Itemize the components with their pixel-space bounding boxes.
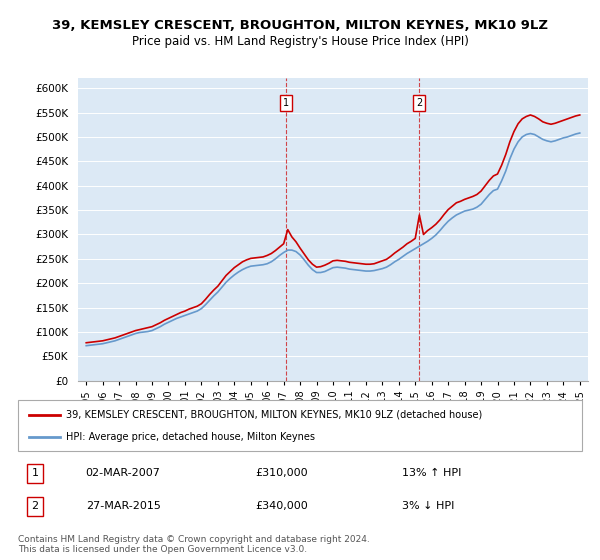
- Text: 13% ↑ HPI: 13% ↑ HPI: [401, 468, 461, 478]
- FancyBboxPatch shape: [18, 400, 582, 451]
- Text: £310,000: £310,000: [255, 468, 308, 478]
- Text: 39, KEMSLEY CRESCENT, BROUGHTON, MILTON KEYNES, MK10 9LZ (detached house): 39, KEMSLEY CRESCENT, BROUGHTON, MILTON …: [66, 409, 482, 419]
- Text: 1: 1: [31, 468, 38, 478]
- Text: 2: 2: [31, 501, 38, 511]
- Text: 02-MAR-2007: 02-MAR-2007: [86, 468, 161, 478]
- Text: 1: 1: [283, 97, 290, 108]
- Text: HPI: Average price, detached house, Milton Keynes: HPI: Average price, detached house, Milt…: [66, 432, 315, 442]
- Text: 39, KEMSLEY CRESCENT, BROUGHTON, MILTON KEYNES, MK10 9LZ: 39, KEMSLEY CRESCENT, BROUGHTON, MILTON …: [52, 18, 548, 32]
- Text: 2: 2: [416, 97, 422, 108]
- Text: Price paid vs. HM Land Registry's House Price Index (HPI): Price paid vs. HM Land Registry's House …: [131, 35, 469, 49]
- Text: 27-MAR-2015: 27-MAR-2015: [86, 501, 161, 511]
- Text: 3% ↓ HPI: 3% ↓ HPI: [401, 501, 454, 511]
- Text: £340,000: £340,000: [255, 501, 308, 511]
- Text: Contains HM Land Registry data © Crown copyright and database right 2024.
This d: Contains HM Land Registry data © Crown c…: [18, 535, 370, 554]
